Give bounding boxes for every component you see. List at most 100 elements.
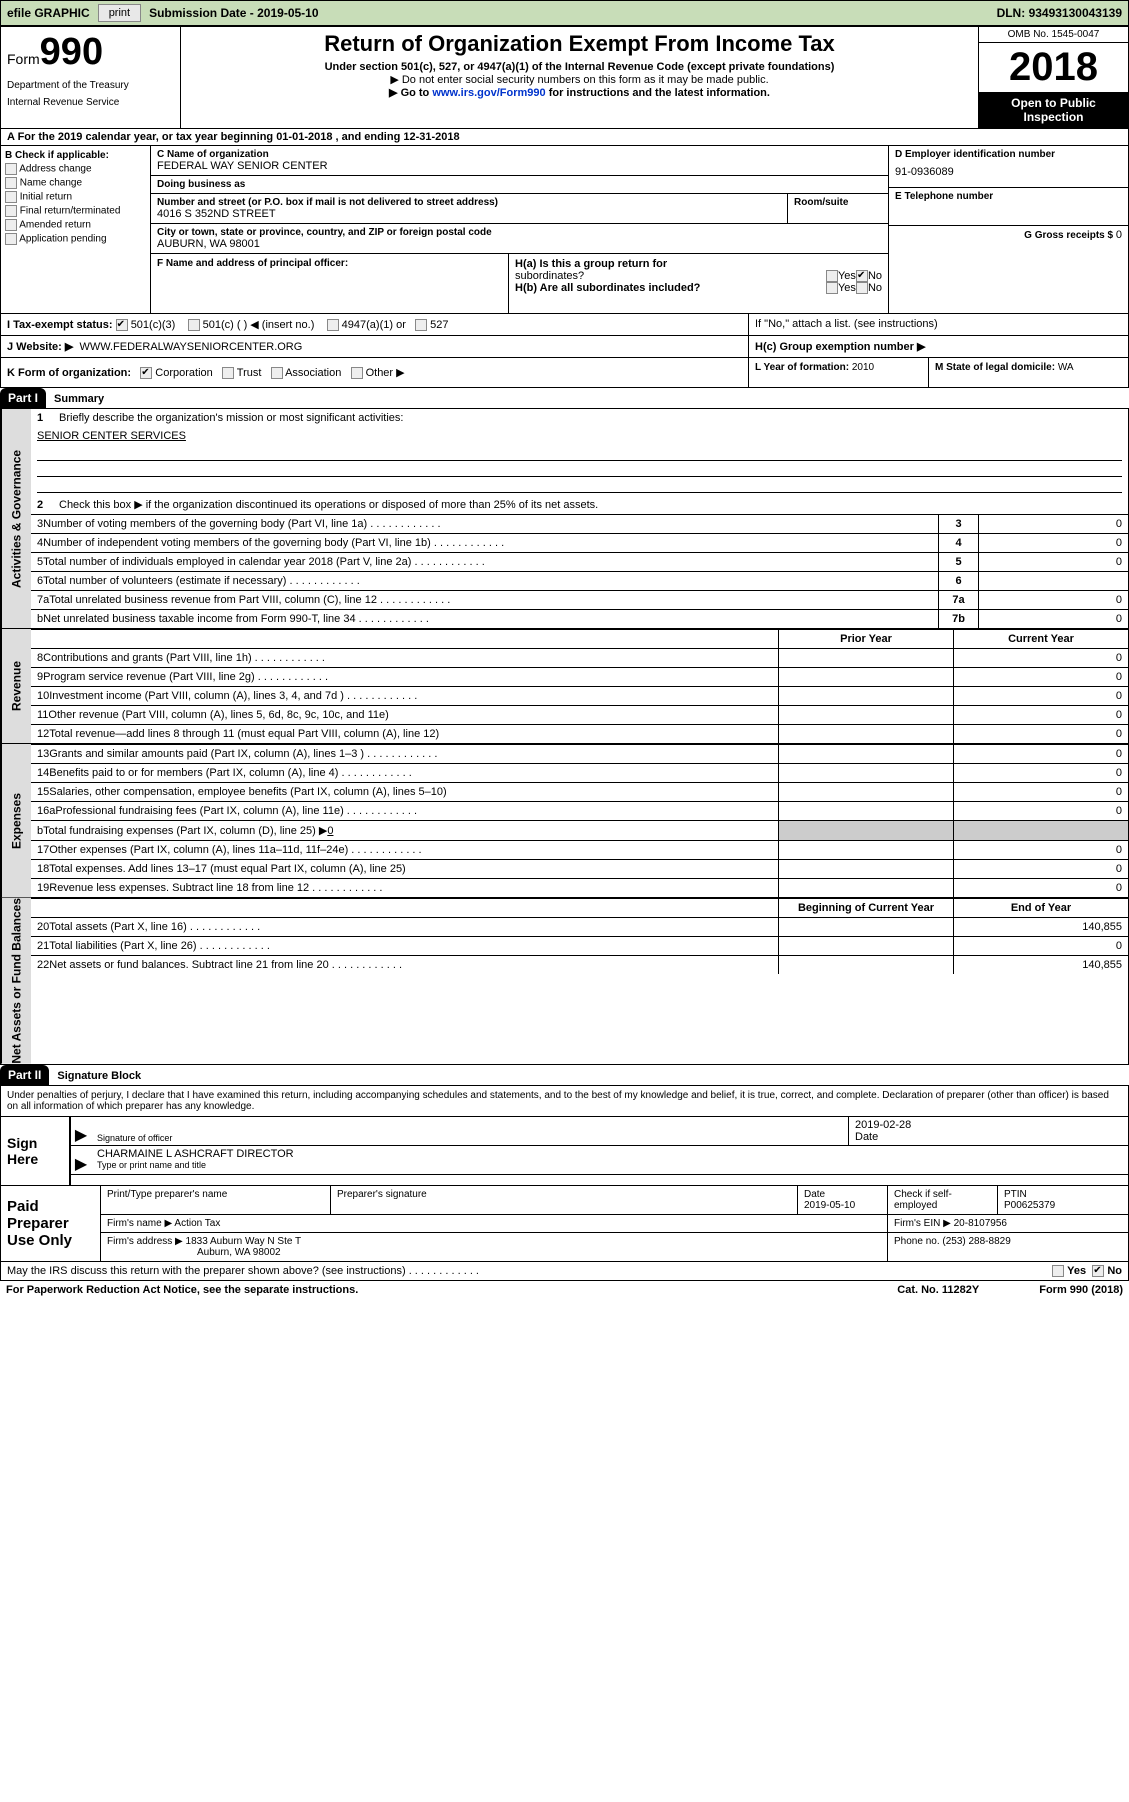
street-label: Number and street (or P.O. box if mail i… [157,197,781,208]
val-20e: 140,855 [953,918,1128,936]
i-label: I Tax-exempt status: [7,319,113,331]
irs-link[interactable]: www.irs.gov/Form990 [432,87,545,99]
check-527[interactable] [415,319,427,331]
paid-preparer-label: Paid Preparer Use Only [1,1186,101,1261]
form-footer: Form 990 (2018) [1039,1284,1123,1296]
check-501c3[interactable] [116,319,128,331]
check-ha-no[interactable] [856,270,868,282]
check-assoc[interactable] [271,367,283,379]
val-12c: 0 [953,725,1128,743]
dba-label: Doing business as [157,179,882,190]
val-10c: 0 [953,687,1128,705]
form-title: Return of Organization Exempt From Incom… [185,31,974,57]
ein: 91-0936089 [895,160,1122,184]
end-year-hdr: End of Year [953,899,1128,917]
submission-label: Submission Date - 2019-05-10 [149,6,318,20]
current-year-hdr: Current Year [953,630,1128,648]
check-hb-no[interactable] [856,282,868,294]
year-formation: 2010 [852,362,874,373]
mission-text: SENIOR CENTER SERVICES [31,427,1128,445]
phone-label: E Telephone number [895,191,1122,202]
form-header: Form990 Department of the Treasury Inter… [0,26,1129,129]
section-bcd: B Check if applicable: Address change Na… [0,146,1129,314]
print-button[interactable]: print [98,4,141,22]
check-corp[interactable] [140,367,152,379]
val-4: 0 [978,534,1128,552]
check-initial[interactable] [5,191,17,203]
ptin: P00625379 [1004,1200,1055,1211]
check-other[interactable] [351,367,363,379]
c-name-label: C Name of organization [157,149,882,160]
val-19c: 0 [953,879,1128,897]
officer-name-title: CHARMAINE L ASHCRAFT DIRECTOR [97,1148,1122,1160]
hb2-text: If "No," attach a list. (see instruction… [755,318,1122,330]
vtab-revenue: Revenue [1,629,31,743]
check-ha-yes[interactable] [826,270,838,282]
perjury-declaration: Under penalties of perjury, I declare th… [1,1086,1128,1116]
dln: DLN: 93493130043139 [997,6,1122,20]
form-subtitle-2: ▶ Do not enter social security numbers o… [185,73,974,86]
part1-title: Summary [46,393,104,405]
val-16b: 0 [327,825,333,837]
top-bar: efile GRAPHIC print Submission Date - 20… [0,0,1129,26]
org-name: FEDERAL WAY SENIOR CENTER [157,160,882,172]
form-subtitle-3: ▶ Go to www.irs.gov/Form990 for instruct… [185,86,974,99]
gross-label: G Gross receipts $ [1024,230,1116,241]
val-21e: 0 [953,937,1128,955]
val-9c: 0 [953,668,1128,686]
check-discuss-no[interactable] [1092,1265,1104,1277]
val-18c: 0 [953,860,1128,878]
vtab-net-assets: Net Assets or Fund Balances [1,898,31,1064]
efile-label: efile GRAPHIC [7,6,90,20]
sig-date: 2019-02-28 [855,1119,1122,1131]
vtab-governance: Activities & Governance [1,409,31,628]
tax-year: 2018 [979,43,1128,92]
prep-date: 2019-05-10 [804,1200,855,1211]
b-label: B Check if applicable: [5,150,146,161]
part1-header: Part I [0,388,46,408]
check-4947[interactable] [327,319,339,331]
check-amended[interactable] [5,219,17,231]
dept-treasury: Department of the Treasury [7,80,174,91]
j-label: J Website: ▶ [7,341,73,353]
val-6 [978,572,1128,590]
check-hb-yes[interactable] [826,282,838,294]
firm-addr2: Auburn, WA 98002 [107,1247,281,1258]
cat-no: Cat. No. 11282Y [897,1284,979,1296]
pra-notice: For Paperwork Reduction Act Notice, see … [6,1284,358,1296]
open-public-badge: Open to Public Inspection [979,92,1128,128]
ha-label: H(a) Is this a group return for [515,258,882,270]
val-5: 0 [978,553,1128,571]
gross-receipts: 0 [1116,229,1122,241]
check-trust[interactable] [222,367,234,379]
val-7b: 0 [978,610,1128,628]
firm-addr1: 1833 Auburn Way N Ste T [186,1236,302,1247]
f-label: F Name and address of principal officer: [157,258,502,269]
ein-label: D Employer identification number [895,149,1122,160]
city-label: City or town, state or province, country… [157,227,882,238]
form-number: Form990 [7,31,174,74]
check-app-pending[interactable] [5,233,17,245]
firm-ein: 20-8107956 [954,1218,1007,1229]
val-17c: 0 [953,841,1128,859]
state-domicile: WA [1058,362,1074,373]
room-label: Room/suite [794,197,882,208]
val-22e: 140,855 [953,956,1128,974]
check-addr-change[interactable] [5,163,17,175]
val-7a: 0 [978,591,1128,609]
check-final[interactable] [5,205,17,217]
val-15c: 0 [953,783,1128,801]
prior-year-hdr: Prior Year [778,630,953,648]
row-a-tax-year: A For the 2019 calendar year, or tax yea… [0,129,1129,146]
sign-here-label: Sign Here [1,1117,71,1185]
val-14c: 0 [953,764,1128,782]
hc-label: H(c) Group exemption number ▶ [755,341,925,353]
check-discuss-yes[interactable] [1052,1265,1064,1277]
irs-label: Internal Revenue Service [7,97,174,108]
firm-name: Action Tax [174,1218,220,1229]
val-11c: 0 [953,706,1128,724]
check-name-change[interactable] [5,177,17,189]
k-label: K Form of organization: [7,367,131,379]
val-16ac: 0 [953,802,1128,820]
check-501c[interactable] [188,319,200,331]
